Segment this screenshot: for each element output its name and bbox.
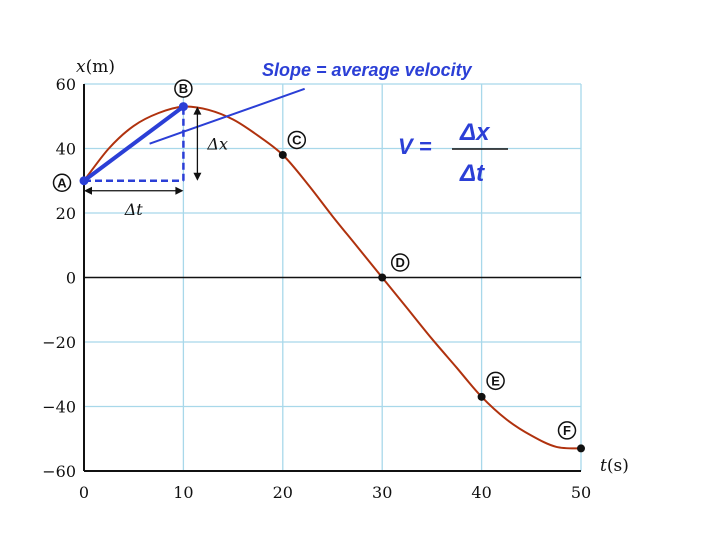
- y-tick-label: −20: [42, 333, 76, 352]
- y-axis-unit: (m): [86, 57, 115, 77]
- y-tick-label: −40: [42, 398, 76, 417]
- point-label-a: A: [57, 175, 67, 190]
- point-label-e: E: [491, 373, 500, 388]
- point-b: [178, 102, 188, 112]
- point-d: [378, 273, 387, 282]
- velocity-numerator: Δx: [459, 119, 491, 146]
- x-tick-label: 40: [471, 483, 491, 502]
- velocity-symbol: V =: [398, 134, 432, 159]
- y-axis-title: x(m): [76, 57, 115, 77]
- y-axis-symbol: x: [76, 57, 86, 77]
- y-tick-label: −60: [42, 462, 76, 481]
- points: A B C D E F: [52, 79, 585, 453]
- delta-t-arrowhead-right: [175, 186, 184, 195]
- y-tick-label: 20: [56, 204, 76, 223]
- x-axis-symbol: t: [600, 456, 607, 476]
- y-tick-label: 40: [56, 140, 76, 159]
- axes: [83, 84, 581, 472]
- delta-t-label: Δt: [124, 200, 144, 219]
- y-tick-label: 60: [56, 75, 76, 94]
- x-tick-label: 20: [273, 483, 293, 502]
- point-label-circle-c: [287, 130, 307, 150]
- x-tick-label: 0: [79, 483, 89, 502]
- x-axis-title: t(s): [600, 456, 629, 476]
- point-label-circle-f: [557, 421, 577, 440]
- point-a: [79, 176, 89, 186]
- curve: [83, 105, 582, 450]
- delta-x-label: Δx: [206, 135, 228, 154]
- x-tick-label: 50: [571, 483, 591, 502]
- point-label-circle-e: [486, 371, 505, 391]
- point-label-b: B: [179, 81, 188, 96]
- delta-x-arrowhead-bottom: [193, 172, 202, 181]
- position-curve: [83, 105, 582, 450]
- y-tick-label: 0: [66, 269, 76, 288]
- secant-line: [82, 104, 185, 183]
- slope-annotation: Slope = average velocity: [262, 60, 473, 80]
- point-e: [477, 392, 486, 401]
- point-label-c: C: [292, 132, 302, 147]
- point-label-circle-a: [52, 173, 72, 192]
- delta-t-arrowhead-left: [84, 186, 92, 195]
- delta-x-arrowhead-top: [193, 106, 202, 115]
- x-tick-label: 30: [372, 483, 392, 502]
- point-label-circle-d: [390, 253, 410, 272]
- slope-construction: Δx Δt: [82, 87, 306, 219]
- x-axis-unit: (s): [607, 456, 629, 476]
- point-label-circle-b: [174, 79, 193, 98]
- velocity-denominator: Δt: [459, 160, 485, 187]
- point-c: [278, 150, 287, 159]
- point-f: [577, 444, 585, 453]
- point-label-f: F: [563, 423, 571, 438]
- point-label-d: D: [396, 255, 405, 270]
- slope-indicator-line: [149, 87, 306, 145]
- x-tick-label: 10: [173, 483, 193, 502]
